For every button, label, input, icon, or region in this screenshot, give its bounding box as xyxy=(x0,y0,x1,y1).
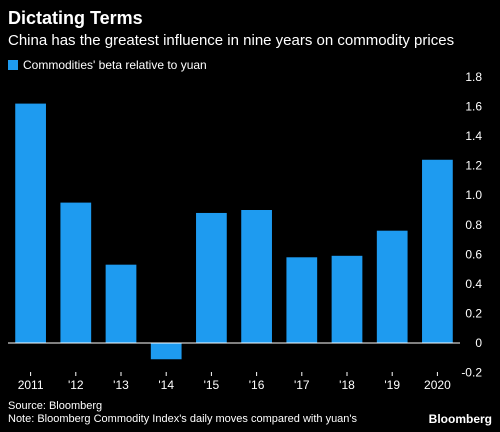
y-tick-label: 0.6 xyxy=(465,247,482,261)
bar-4 xyxy=(196,212,227,343)
y-axis-ticks: 1.8 1.6 1.4 1.2 1.0 0.8 0.6 0.4 0.2 0 -0.2 xyxy=(461,70,482,380)
bar-1 xyxy=(60,202,92,343)
x-tick-label: 2020 xyxy=(424,378,451,392)
y-tick-label: 0 xyxy=(475,336,482,350)
bar-6 xyxy=(286,257,318,343)
x-tick-label: '14 xyxy=(158,378,174,392)
bar-9 xyxy=(422,159,453,343)
x-tick-label: 2011 xyxy=(18,378,44,392)
x-tick-label: '13 xyxy=(113,378,129,392)
bars-group xyxy=(15,103,453,360)
legend-swatch xyxy=(8,60,18,70)
source-note: Source: Bloomberg xyxy=(8,400,103,412)
y-tick-label: 1.2 xyxy=(465,159,482,173)
legend-label: Commodities' beta relative to yuan xyxy=(23,58,207,72)
bar-0 xyxy=(15,103,46,343)
y-tick-label: 0.4 xyxy=(465,277,482,291)
x-tick-label: '16 xyxy=(249,378,265,392)
y-tick-label: 1.8 xyxy=(465,70,482,84)
y-tick-label: 1.4 xyxy=(465,129,482,143)
bar-2 xyxy=(105,264,137,343)
bar-8 xyxy=(376,230,408,343)
bar-5 xyxy=(241,210,272,343)
bloomberg-logo: Bloomberg xyxy=(428,412,492,426)
footnotes: Source: Bloomberg Note: Bloomberg Commod… xyxy=(8,400,357,426)
y-tick-label: 1.6 xyxy=(465,100,482,114)
bar-7 xyxy=(331,255,363,343)
x-tick-label: '17 xyxy=(294,378,310,392)
x-tick-label: '12 xyxy=(68,378,84,392)
x-tick-label: '18 xyxy=(339,378,355,392)
bar-3 xyxy=(150,343,182,360)
y-tick-label: -0.2 xyxy=(461,366,482,380)
y-tick-label: 1.0 xyxy=(465,188,482,202)
y-tick-label: 0.8 xyxy=(465,218,482,232)
legend: Commodities' beta relative to yuan xyxy=(8,58,207,72)
x-tick-label: '15 xyxy=(204,378,220,392)
x-tick-label: '19 xyxy=(384,378,400,392)
note-text: Note: Bloomberg Commodity Index's daily … xyxy=(8,413,358,425)
chart-subtitle: China has the greatest influence in nine… xyxy=(8,32,455,49)
chart-title: Dictating Terms xyxy=(8,8,143,28)
x-axis-ticks: 2011 '12 '13 '14 '15 '16 '17 '18 '19 2020 xyxy=(18,372,451,392)
y-tick-label: 0.2 xyxy=(465,306,482,320)
